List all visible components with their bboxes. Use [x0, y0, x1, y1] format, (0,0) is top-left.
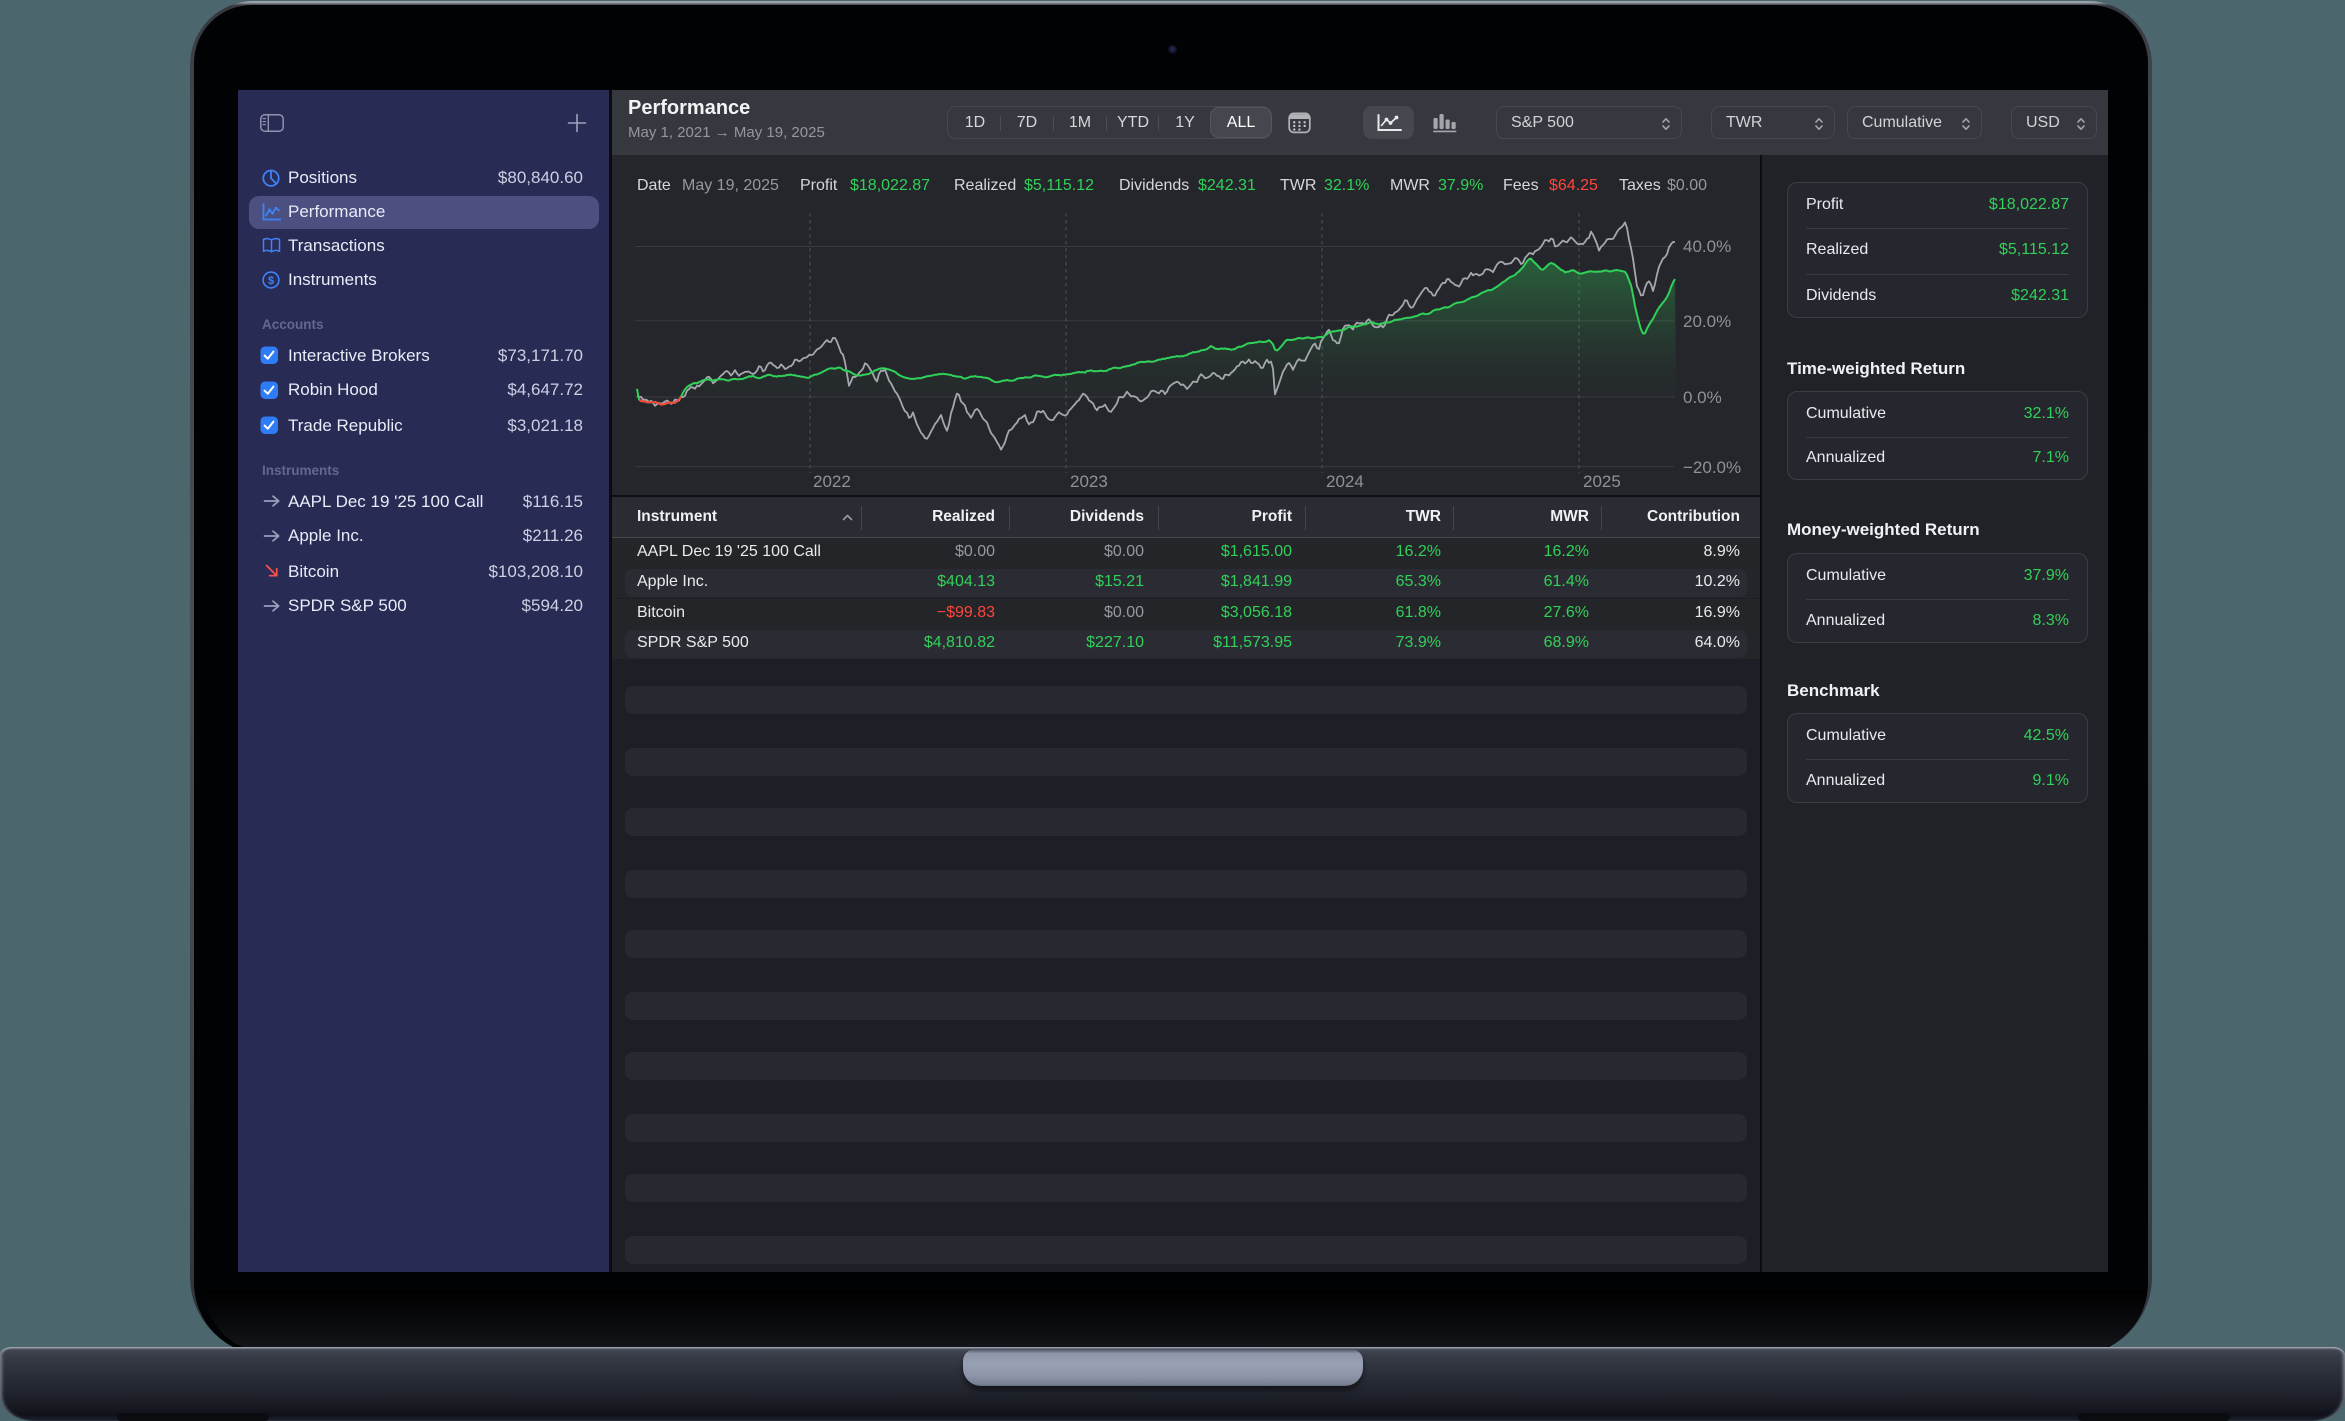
svg-text:$: $ [268, 275, 274, 287]
